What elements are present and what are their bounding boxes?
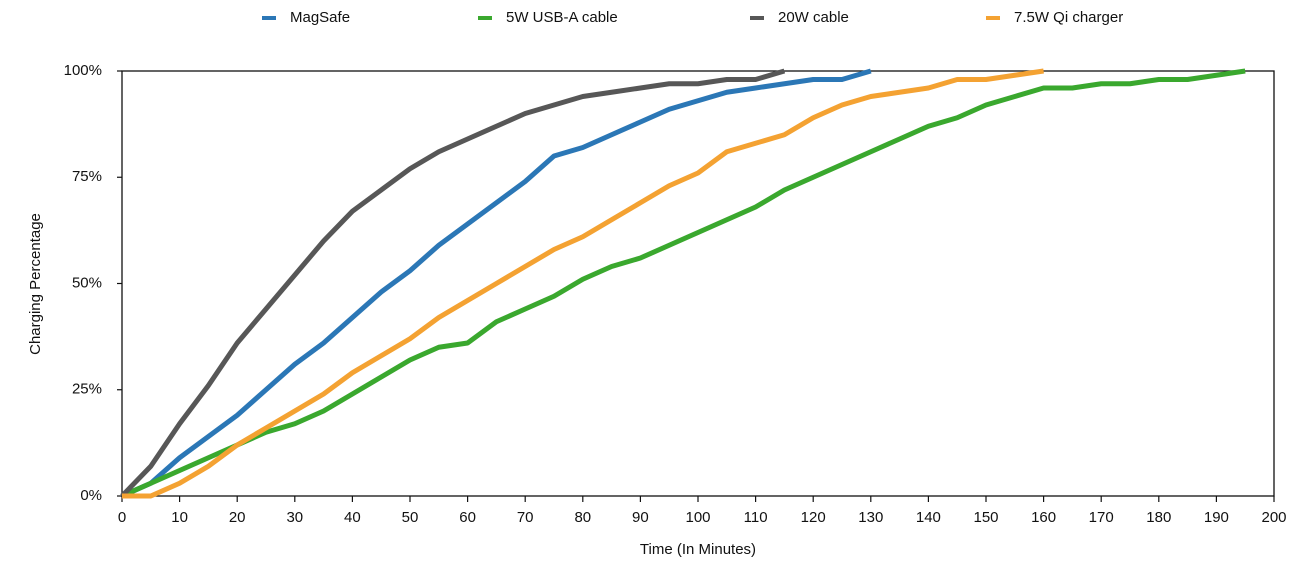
data-line (122, 68, 1044, 499)
x-tick-label: 50 (402, 509, 419, 526)
x-tick-label: 40 (344, 509, 361, 526)
y-tick-label: 0% (80, 487, 102, 504)
x-axis-label: Time (In Minutes) (640, 541, 756, 558)
y-axis-label: Charging Percentage (27, 213, 44, 355)
x-tick-label: 160 (1031, 509, 1056, 526)
x-tick-label: 30 (286, 509, 303, 526)
x-tick-label: 130 (858, 509, 883, 526)
data-line (120, 68, 1246, 499)
legend-label: 20W cable (778, 9, 849, 26)
y-tick-label: 50% (72, 274, 102, 291)
x-tick-label: 200 (1261, 509, 1286, 526)
x-tick-label: 80 (574, 509, 591, 526)
y-tick-label: 100% (64, 62, 102, 79)
plot-frame (121, 70, 1275, 497)
x-tick-label: 110 (744, 509, 768, 526)
x-tick-label: 20 (229, 509, 246, 526)
x-tick-label: 60 (459, 509, 476, 526)
x-tick-label: 140 (916, 509, 941, 526)
y-tick-label: 25% (72, 381, 102, 398)
legend-label: 7.5W Qi charger (1014, 9, 1123, 26)
x-tick-label: 10 (171, 509, 188, 526)
x-tick-label: 100 (685, 509, 710, 526)
legend-label: MagSafe (290, 9, 350, 26)
x-tick-label: 0 (118, 509, 126, 526)
x-tick-label: 90 (632, 509, 649, 526)
x-tick-label: 190 (1204, 509, 1229, 526)
data-line (120, 68, 872, 499)
x-tick-label: 170 (1089, 509, 1114, 526)
data-line (120, 68, 786, 498)
legend-label: 5W USB-A cable (506, 9, 618, 26)
y-tick-label: 75% (72, 168, 102, 185)
x-tick-label: 70 (517, 509, 534, 526)
x-tick-label: 120 (801, 509, 826, 526)
x-tick-label: 180 (1146, 509, 1171, 526)
x-tick-label: 150 (973, 509, 998, 526)
